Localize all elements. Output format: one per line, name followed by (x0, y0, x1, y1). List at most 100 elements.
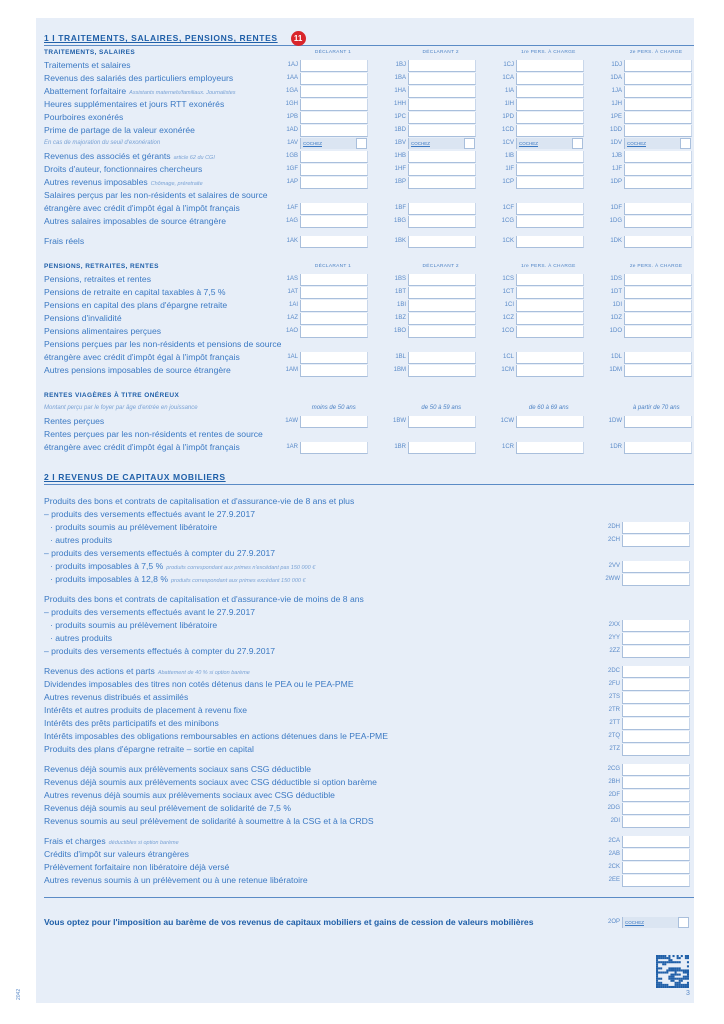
amount-input-1BM[interactable] (408, 365, 476, 377)
amount-input-1CI[interactable] (516, 300, 584, 312)
amount-input-2DF[interactable] (622, 790, 690, 802)
amount-input-1BD[interactable] (408, 125, 476, 137)
amount-input-1DA[interactable] (624, 73, 692, 85)
amount-input-1BA[interactable] (408, 73, 476, 85)
amount-input-1AF[interactable] (300, 203, 368, 215)
amount-input-1CF[interactable] (516, 203, 584, 215)
amount-input-2AB[interactable] (622, 849, 690, 861)
amount-input-1BJ[interactable] (408, 60, 476, 72)
amount-input-1CP[interactable] (516, 177, 584, 189)
amount-input-1DS[interactable] (624, 274, 692, 286)
amount-input-1PE[interactable] (624, 112, 692, 124)
amount-input-1GA[interactable] (300, 86, 368, 98)
amount-input-1DZ[interactable] (624, 313, 692, 325)
amount-input-1IA[interactable] (516, 86, 584, 98)
amount-input-1BO[interactable] (408, 326, 476, 338)
amount-input-1GH[interactable] (300, 99, 368, 111)
amount-input-2EE[interactable] (622, 875, 690, 887)
amount-input-1BS[interactable] (408, 274, 476, 286)
amount-input-1JF[interactable] (624, 164, 692, 176)
amount-input-2XX[interactable] (622, 620, 690, 632)
amount-input-1IH[interactable] (516, 99, 584, 111)
amount-input-1DR[interactable] (624, 442, 692, 454)
amount-input-1AS[interactable] (300, 274, 368, 286)
amount-input-1HH[interactable] (408, 99, 476, 111)
amount-input-1CW[interactable] (516, 416, 584, 428)
amount-input-1IB[interactable] (516, 151, 584, 163)
amount-input-1AR[interactable] (300, 442, 368, 454)
amount-input-1CJ[interactable] (516, 60, 584, 72)
amount-input-1AM[interactable] (300, 365, 368, 377)
amount-input-2TR[interactable] (622, 705, 690, 717)
amount-input-1AD[interactable] (300, 125, 368, 137)
amount-input-1DJ[interactable] (624, 60, 692, 72)
amount-input-2CA[interactable] (622, 836, 690, 848)
amount-input-1BW[interactable] (408, 416, 476, 428)
amount-input-1GF[interactable] (300, 164, 368, 176)
checkbox-1BV[interactable]: COCHEZ (408, 138, 475, 149)
amount-input-1AT[interactable] (300, 287, 368, 299)
amount-input-1AP[interactable] (300, 177, 368, 189)
amount-input-1DP[interactable] (624, 177, 692, 189)
checkbox-square[interactable] (572, 138, 583, 149)
amount-input-2TS[interactable] (622, 692, 690, 704)
checkbox-2OP[interactable]: COCHEZ (622, 917, 689, 928)
amount-input-2TT[interactable] (622, 718, 690, 730)
amount-input-2VV[interactable] (622, 561, 690, 573)
amount-input-1PB[interactable] (300, 112, 368, 124)
amount-input-1DD[interactable] (624, 125, 692, 137)
amount-input-1CZ[interactable] (516, 313, 584, 325)
amount-input-1AO[interactable] (300, 326, 368, 338)
amount-input-1DL[interactable] (624, 352, 692, 364)
amount-input-1AI[interactable] (300, 300, 368, 312)
amount-input-2WW[interactable] (622, 574, 690, 586)
checkbox-square[interactable] (678, 917, 689, 928)
amount-input-1AK[interactable] (300, 236, 368, 248)
amount-input-1AL[interactable] (300, 352, 368, 364)
amount-input-1AG[interactable] (300, 216, 368, 228)
amount-input-1CD[interactable] (516, 125, 584, 137)
amount-input-2DG[interactable] (622, 803, 690, 815)
amount-input-1CR[interactable] (516, 442, 584, 454)
checkbox-1DV[interactable]: COCHEZ (624, 138, 691, 149)
amount-input-1DT[interactable] (624, 287, 692, 299)
amount-input-1CG[interactable] (516, 216, 584, 228)
amount-input-2DH[interactable] (622, 522, 690, 534)
amount-input-2DI[interactable] (622, 816, 690, 828)
amount-input-1BF[interactable] (408, 203, 476, 215)
amount-input-1DW[interactable] (624, 416, 692, 428)
amount-input-1PC[interactable] (408, 112, 476, 124)
amount-input-1HB[interactable] (408, 151, 476, 163)
amount-input-1BK[interactable] (408, 236, 476, 248)
amount-input-1AA[interactable] (300, 73, 368, 85)
checkbox-square[interactable] (680, 138, 691, 149)
amount-input-1HF[interactable] (408, 164, 476, 176)
amount-input-2CK[interactable] (622, 862, 690, 874)
amount-input-1HA[interactable] (408, 86, 476, 98)
amount-input-1JH[interactable] (624, 99, 692, 111)
amount-input-2DC[interactable] (622, 666, 690, 678)
amount-input-1JB[interactable] (624, 151, 692, 163)
amount-input-1AJ[interactable] (300, 60, 368, 72)
amount-input-1AW[interactable] (300, 416, 368, 428)
amount-input-2TZ[interactable] (622, 744, 690, 756)
amount-input-1GB[interactable] (300, 151, 368, 163)
amount-input-1BI[interactable] (408, 300, 476, 312)
amount-input-2FU[interactable] (622, 679, 690, 691)
amount-input-1CL[interactable] (516, 352, 584, 364)
checkbox-1AV[interactable]: COCHEZ (300, 138, 367, 149)
amount-input-2TQ[interactable] (622, 731, 690, 743)
amount-input-1DO[interactable] (624, 326, 692, 338)
amount-input-2CG[interactable] (622, 764, 690, 776)
amount-input-2BH[interactable] (622, 777, 690, 789)
amount-input-1BG[interactable] (408, 216, 476, 228)
amount-input-1BZ[interactable] (408, 313, 476, 325)
amount-input-1CM[interactable] (516, 365, 584, 377)
checkbox-1CV[interactable]: COCHEZ (516, 138, 583, 149)
amount-input-1BT[interactable] (408, 287, 476, 299)
amount-input-2YY[interactable] (622, 633, 690, 645)
amount-input-2CH[interactable] (622, 535, 690, 547)
amount-input-1BP[interactable] (408, 177, 476, 189)
amount-input-1BL[interactable] (408, 352, 476, 364)
checkbox-square[interactable] (464, 138, 475, 149)
